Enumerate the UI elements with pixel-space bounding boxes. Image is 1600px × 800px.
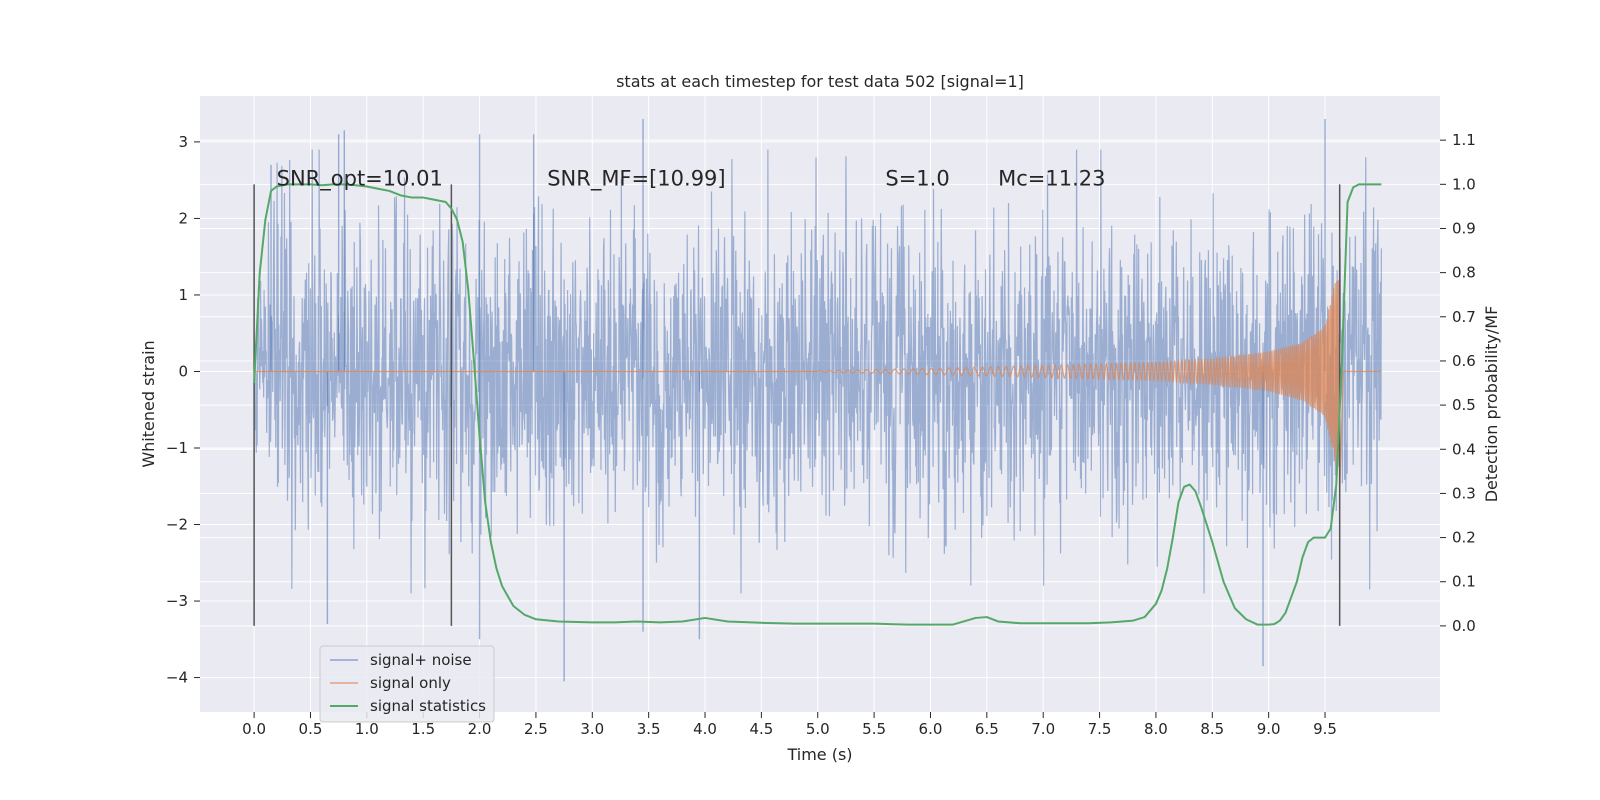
y2-tick-label: 0.4 [1452,440,1476,458]
y-tick-label: −1 [166,439,188,457]
legend-label-noise: signal+ noise [370,651,472,669]
x-tick-label: 6.5 [975,720,999,738]
y-tick-label: 0 [178,362,188,380]
y2-tick-label: 0.7 [1452,308,1476,326]
y-axis-label: Whitened strain [139,340,158,467]
x-tick-label: 3.5 [637,720,661,738]
y2-tick-label: 0.2 [1452,529,1476,547]
x-tick-label: 7.5 [1088,720,1112,738]
y2-tick-label: 0.6 [1452,352,1476,370]
y-ticks: 3 2 1 0 −1 −2 −3 −4 [166,133,200,687]
x-tick-label: 9.0 [1257,720,1281,738]
stats-line [253,183,1382,626]
x-tick-label: 8.5 [1200,720,1224,738]
x-ticks: 0.0 0.5 1.0 1.5 2.0 2.5 3.0 3.5 4.0 4.5 5.0 5.5 6.0 6… [242,712,1337,738]
y2-tick-label: 0.3 [1452,484,1476,502]
y2-tick-label: 1.0 [1452,175,1476,193]
y2-tick-label: 0.1 [1452,573,1476,591]
x-tick-label: 3.0 [580,720,604,738]
y2-tick-label: 0.8 [1452,264,1476,282]
x-tick-label: 0.0 [242,720,266,738]
y2-tick-label: 0.0 [1452,617,1476,635]
annotation-snr-opt: SNR_opt=10.01 [277,166,443,191]
x-tick-label: 1.0 [355,720,379,738]
signal-line [817,280,1382,498]
legend: signal+ noise signal only signal statist… [319,645,495,723]
x-tick-label: 6.0 [919,720,943,738]
stats-series [253,183,1382,626]
x-tick-label: 5.0 [806,720,830,738]
x-tick-label: 9.5 [1313,720,1337,738]
x-axis-label: Time (s) [786,745,852,764]
x-tick-label: 1.5 [411,720,435,738]
y2-axis-label: Detection probability/MF [1482,306,1501,503]
x-tick-label: 0.5 [299,720,323,738]
y2-tick-label: 1.1 [1452,131,1476,149]
y2-tick-label: 0.9 [1452,219,1476,237]
legend-label-signal: signal only [370,674,451,692]
noise-line [253,149,1382,594]
y-tick-label: 2 [178,209,188,227]
y-tick-label: 1 [178,286,188,304]
annotation-s-value: S=1.0 [885,166,949,190]
chart-title: stats at each timestep for test data 502… [616,72,1024,91]
x-tick-label: 8.0 [1144,720,1168,738]
legend-box [319,645,495,723]
signal-series [254,280,1382,498]
annotation-snr-mf: SNR_MF=[10.99] [547,166,725,191]
x-tick-label: 5.5 [862,720,886,738]
x-tick-label: 4.5 [749,720,773,738]
y-tick-label: −4 [166,669,188,687]
x-tick-label: 4.0 [693,720,717,738]
y-tick-label: −3 [166,592,188,610]
legend-label-stats: signal statistics [370,697,486,715]
y2-tick-label: 0.5 [1452,396,1476,414]
y-tick-label: −2 [166,516,188,534]
annotations: SNR_opt=10.01 SNR_MF=[10.99] S=1.0 Mc=11.23 [277,166,1106,191]
y2-ticks: 1.1 1.0 0.9 0.8 0.7 0.6 0.5 0.4 0.3 0.2 0.1 0.0 [1440,131,1476,635]
x-tick-label: 2.0 [468,720,492,738]
y-tick-label: 3 [178,133,188,151]
x-tick-label: 2.5 [524,720,548,738]
x-tick-label: 7.0 [1031,720,1055,738]
annotation-mc-value: Mc=11.23 [998,166,1105,190]
